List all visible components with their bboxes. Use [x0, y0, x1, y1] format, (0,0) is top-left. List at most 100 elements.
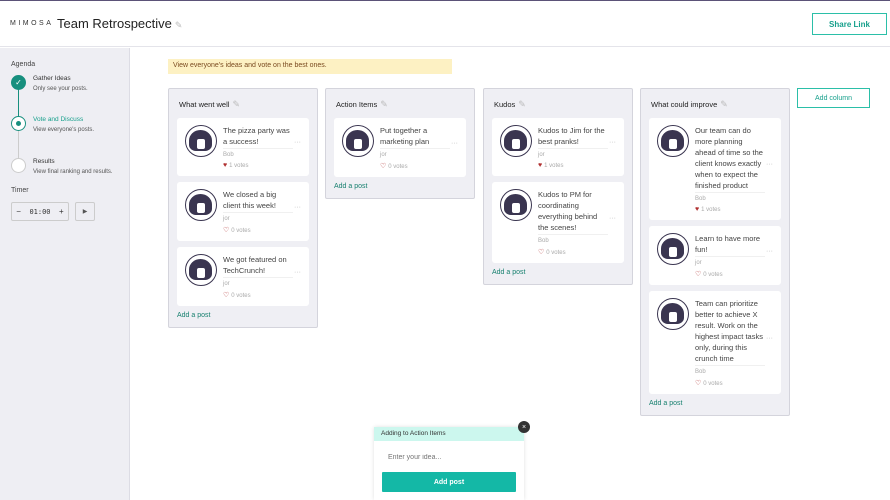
- vote-count: 0 votes: [231, 293, 251, 299]
- post-card: Team can prioritize better to achieve X …: [649, 291, 781, 394]
- popup-header: Adding to Action Items: [374, 427, 524, 441]
- add-post-link[interactable]: Add a post: [649, 400, 683, 407]
- avatar: [657, 298, 689, 330]
- post-text: Our team can do more planning ahead of t…: [695, 125, 765, 193]
- more-options-icon[interactable]: ···: [294, 203, 301, 211]
- timer-decrease-button[interactable]: −: [16, 207, 21, 216]
- share-link-button[interactable]: Share Link: [812, 13, 887, 35]
- add-post-link[interactable]: Add a post: [492, 269, 526, 276]
- pencil-icon[interactable]: ✎: [174, 20, 183, 30]
- play-button[interactable]: ▶: [75, 202, 95, 221]
- step-desc: View final ranking and results.: [33, 169, 113, 175]
- idea-input[interactable]: [382, 449, 516, 465]
- vote-button[interactable]: ♡ 0 votes: [380, 162, 450, 170]
- heart-outline-icon: ♡: [380, 163, 387, 170]
- post-author: Bob: [695, 196, 706, 202]
- close-popup-button[interactable]: ×: [518, 421, 530, 433]
- post-text: Team can prioritize better to achieve X …: [695, 298, 765, 366]
- pencil-icon[interactable]: ✎: [380, 99, 388, 109]
- vote-count: 1 votes: [229, 163, 249, 169]
- vote-button[interactable]: ♡ 0 votes: [223, 226, 293, 234]
- more-options-icon[interactable]: ···: [294, 268, 301, 276]
- avatar: [657, 125, 689, 157]
- progress-line: [18, 88, 19, 122]
- check-icon: ✓: [11, 75, 26, 90]
- column-title[interactable]: Kudos ✎: [494, 99, 624, 109]
- timer-increase-button[interactable]: +: [59, 207, 64, 216]
- progress-line: [18, 131, 19, 161]
- logo: MIMOSA: [10, 20, 54, 27]
- column-title[interactable]: Action Items ✎: [336, 99, 466, 109]
- add-column-button[interactable]: Add column: [797, 88, 870, 108]
- page-title[interactable]: Team Retrospective ✎: [57, 16, 182, 31]
- heart-outline-icon: ♡: [695, 271, 702, 278]
- post-author: jor: [695, 260, 702, 266]
- heart-filled-icon: ♥: [695, 206, 700, 213]
- pencil-icon[interactable]: ✎: [720, 99, 728, 109]
- heart-filled-icon: ♥: [223, 162, 228, 169]
- close-icon: ×: [521, 423, 527, 431]
- pending-step-icon: [11, 158, 26, 173]
- post-card: Kudos to Jim for the best pranks! jor ♥ 1…: [492, 118, 624, 176]
- top-border: [0, 0, 890, 1]
- vote-count: 0 votes: [231, 228, 251, 234]
- heart-outline-icon: ♡: [695, 380, 702, 387]
- more-options-icon[interactable]: ···: [294, 139, 301, 146]
- add-post-link[interactable]: Add a post: [177, 312, 211, 319]
- timer-label: Timer: [11, 187, 29, 194]
- post-author: Bob: [695, 369, 706, 375]
- vote-button[interactable]: ♡ 0 votes: [695, 270, 765, 278]
- column: Kudos ✎ Kudos to Jim for the best pranks!…: [483, 88, 633, 285]
- add-post-link[interactable]: Add a post: [334, 183, 368, 190]
- avatar: [342, 125, 374, 157]
- more-options-icon[interactable]: ···: [609, 139, 616, 146]
- column-title[interactable]: What went well ✎: [179, 99, 309, 109]
- column: What went well ✎ The pizza party was a su…: [168, 88, 318, 328]
- post-author: jor: [380, 152, 387, 158]
- add-post-button[interactable]: Add post: [382, 472, 516, 492]
- add-post-popup: Adding to Action Items Add post: [374, 427, 524, 500]
- post-author: jor: [223, 281, 230, 287]
- post-card: Put together a marketing plan jor ♡ 0 vot…: [334, 118, 466, 177]
- step-name: Gather Ideas: [33, 75, 71, 82]
- vote-button[interactable]: ♥ 1 votes: [538, 162, 608, 169]
- avatar: [185, 254, 217, 286]
- more-options-icon[interactable]: ···: [609, 214, 616, 222]
- timer-stepper: − 01:00 +: [11, 202, 69, 221]
- post-text: We closed a big client this week!: [223, 189, 293, 213]
- info-banner: View everyone's ideas and vote on the be…: [168, 59, 452, 74]
- vote-count: 0 votes: [546, 250, 566, 256]
- vote-count: 0 votes: [388, 164, 408, 170]
- post-author: jor: [538, 152, 545, 158]
- more-options-icon[interactable]: ···: [766, 161, 773, 168]
- avatar: [185, 189, 217, 221]
- pencil-icon[interactable]: ✎: [232, 99, 240, 109]
- post-text: Learn to have more fun!: [695, 233, 765, 257]
- more-options-icon[interactable]: ···: [766, 334, 773, 342]
- column: Action Items ✎ Put together a marketing p…: [325, 88, 475, 199]
- column-title-text: What went well: [179, 100, 230, 109]
- current-step-icon: [11, 116, 26, 131]
- post-author: jor: [223, 216, 230, 222]
- vote-count: 0 votes: [703, 381, 723, 387]
- timer-value[interactable]: 01:00: [29, 207, 51, 216]
- heart-filled-icon: ♥: [538, 162, 543, 169]
- heart-outline-icon: ♡: [223, 227, 230, 234]
- post-card: Learn to have more fun! jor ♡ 0 votes ···: [649, 226, 781, 285]
- post-card: Kudos to PM for coordinating everything …: [492, 182, 624, 263]
- vote-count: 1 votes: [544, 163, 564, 169]
- more-options-icon[interactable]: ···: [451, 139, 458, 147]
- avatar: [500, 189, 532, 221]
- step-name: Vote and Discuss: [33, 116, 84, 123]
- pencil-icon[interactable]: ✎: [518, 99, 526, 109]
- more-options-icon[interactable]: ···: [766, 247, 773, 255]
- vote-button[interactable]: ♡ 0 votes: [695, 379, 765, 387]
- vote-button[interactable]: ♥ 1 votes: [223, 162, 293, 169]
- vote-button[interactable]: ♡ 0 votes: [538, 248, 608, 256]
- post-text: Kudos to Jim for the best pranks!: [538, 125, 608, 149]
- avatar: [657, 233, 689, 265]
- vote-button[interactable]: ♡ 0 votes: [223, 291, 293, 299]
- heart-outline-icon: ♡: [223, 292, 230, 299]
- vote-button[interactable]: ♥ 1 votes: [695, 206, 765, 213]
- column-title[interactable]: What could improve ✎: [651, 99, 781, 109]
